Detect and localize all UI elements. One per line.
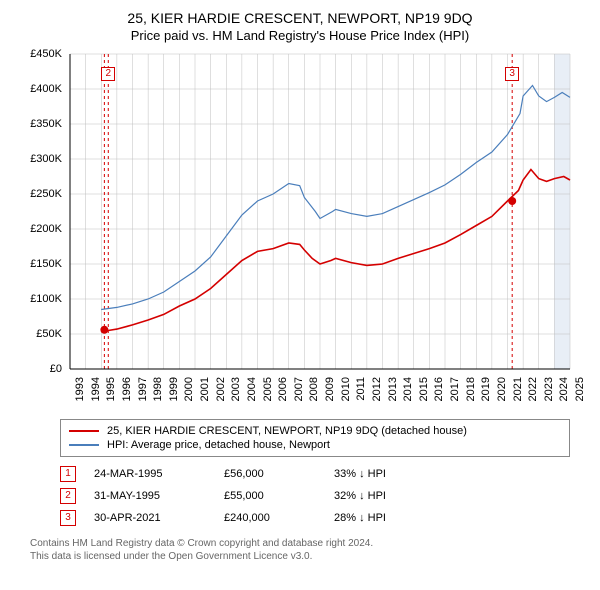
y-axis-tick-label: £400K [30,83,62,95]
marker-row: 3 30-APR-2021£240,00028% ↓ HPI [60,507,570,529]
marker-number: 2 [60,488,76,504]
marker-date: 24-MAR-1995 [94,468,224,480]
chart-annotation-marker: 3 [505,67,519,81]
y-axis-tick-label: £200K [30,223,62,235]
legend-label: 25, KIER HARDIE CRESCENT, NEWPORT, NP19 … [107,425,467,437]
x-axis-tick-label: 2018 [465,377,477,401]
marker-price: £55,000 [224,490,334,502]
x-axis-tick-label: 2017 [449,377,461,401]
x-axis-tick-label: 2022 [527,377,539,401]
x-axis-tick-label: 2011 [355,377,367,401]
x-axis-tick-label: 2005 [262,377,274,401]
marker-diff: 33% ↓ HPI [334,468,386,480]
chart-annotation-marker: 2 [101,67,115,81]
x-axis-tick-label: 2000 [183,377,195,401]
x-axis-tick-label: 2014 [402,377,414,401]
y-axis-tick-label: £250K [30,188,62,200]
x-axis-tick-label: 2008 [308,377,320,401]
chart-area: £0 £50K £100K £150K £200K £250K £300K £350K £400… [20,49,580,409]
x-axis-tick-label: 2020 [496,377,508,401]
y-axis-tick-label: £100K [30,293,62,305]
legend-item: 25, KIER HARDIE CRESCENT, NEWPORT, NP19 … [69,424,561,438]
y-axis-tick-label: £0 [50,363,62,375]
marker-row: 2 31-MAY-1995£55,00032% ↓ HPI [60,485,570,507]
legend: 25, KIER HARDIE CRESCENT, NEWPORT, NP19 … [60,419,570,457]
x-axis-tick-label: 2016 [433,377,445,401]
chart-subtitle: Price paid vs. HM Land Registry's House … [10,28,590,43]
legend-swatch [69,444,99,446]
x-axis-tick-label: 1993 [74,377,86,401]
x-axis-tick-label: 2012 [371,377,383,401]
x-axis-tick-label: 2002 [215,377,227,401]
y-axis-tick-label: £50K [36,328,62,340]
x-axis-tick-label: 1994 [90,377,102,401]
x-axis-tick-label: 1997 [137,377,149,401]
x-axis-tick-label: 2009 [324,377,336,401]
x-axis-tick-label: 1995 [105,377,117,401]
x-axis-tick-label: 2024 [558,377,570,401]
x-axis-tick-label: 2004 [246,377,258,401]
x-axis-tick-label: 2021 [512,377,524,401]
footer-line: Contains HM Land Registry data © Crown c… [30,537,570,550]
y-axis-tick-label: £150K [30,258,62,270]
x-axis-tick-label: 2019 [480,377,492,401]
x-axis-tick-label: 2013 [387,377,399,401]
x-axis-tick-label: 2025 [574,377,586,401]
x-axis-tick-label: 1996 [121,377,133,401]
legend-swatch [69,430,99,432]
marker-diff: 28% ↓ HPI [334,512,386,524]
x-axis-tick-label: 2007 [293,377,305,401]
x-axis-tick-label: 1999 [168,377,180,401]
line-chart-svg [20,49,580,409]
y-axis-tick-label: £450K [30,48,62,60]
marker-diff: 32% ↓ HPI [334,490,386,502]
marker-price: £56,000 [224,468,334,480]
x-axis-tick-label: 1998 [152,377,164,401]
legend-item: HPI: Average price, detached house, Newp… [69,438,561,452]
x-axis-tick-label: 2003 [230,377,242,401]
x-axis-tick-label: 2006 [277,377,289,401]
footer-line: This data is licensed under the Open Gov… [30,550,570,563]
chart-container: 25, KIER HARDIE CRESCENT, NEWPORT, NP19 … [0,0,600,571]
y-axis-tick-label: £350K [30,118,62,130]
marker-price: £240,000 [224,512,334,524]
marker-number: 3 [60,510,76,526]
y-axis-tick-label: £300K [30,153,62,165]
marker-row: 1 24-MAR-1995£56,00033% ↓ HPI [60,463,570,485]
legend-label: HPI: Average price, detached house, Newp… [107,439,330,451]
marker-table: 1 24-MAR-1995£56,00033% ↓ HPI 2 31-MAY-1995… [60,463,570,529]
marker-date: 31-MAY-1995 [94,490,224,502]
x-axis-tick-label: 2001 [199,377,211,401]
x-axis-tick-label: 2023 [543,377,555,401]
x-axis-tick-label: 2015 [418,377,430,401]
x-axis-tick-label: 2010 [340,377,352,401]
marker-number: 1 [60,466,76,482]
chart-title: 25, KIER HARDIE CRESCENT, NEWPORT, NP19 … [10,10,590,26]
attribution-footer: Contains HM Land Registry data © Crown c… [30,537,570,563]
marker-date: 30-APR-2021 [94,512,224,524]
